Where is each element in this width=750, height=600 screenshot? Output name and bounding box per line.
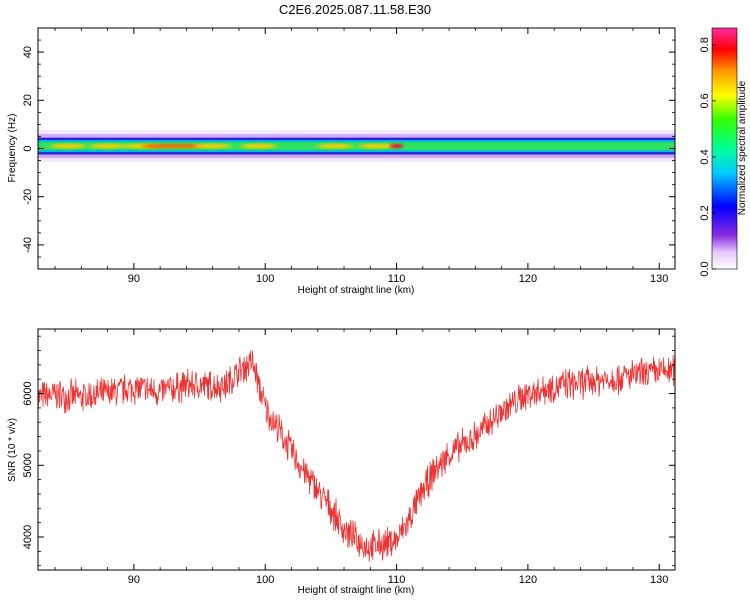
- y-tick-label: 40: [22, 46, 34, 58]
- y-tick-label: -20: [22, 189, 34, 205]
- x-tick-label: 110: [388, 273, 406, 285]
- colorbar-tick-label: 0.6: [699, 93, 711, 108]
- colorbar-tick-label: 0.8: [699, 37, 711, 52]
- spectral-hotspot: [240, 143, 278, 149]
- x-tick-label: 110: [388, 574, 406, 586]
- spectral-hotspot: [194, 143, 232, 149]
- x-tick-label: 100: [256, 273, 274, 285]
- colorbar-gradient: [711, 27, 738, 270]
- colorbar: 0.0 0.2 0.4 0.6 0.8 Normalized spectral ampl…: [699, 27, 748, 277]
- x-tick-label: 100: [256, 574, 274, 586]
- spectral-hotspot: [141, 143, 179, 149]
- spectral-band: [38, 130, 675, 162]
- spectral-hotspot: [358, 143, 396, 149]
- x-tick-label: 90: [128, 273, 140, 285]
- y-tick-label: 20: [22, 94, 34, 106]
- spectral-hotspot: [316, 143, 354, 149]
- colorbar-label: Normalized spectral amplitude: [737, 80, 748, 215]
- x-tick-label: 120: [519, 574, 537, 586]
- y-tick-label: 6000: [22, 381, 34, 405]
- x-tick-label: 130: [650, 273, 668, 285]
- colorbar-tick-label: 0.0: [699, 261, 711, 276]
- spectral-hotspot: [389, 143, 404, 149]
- spectral-hotspot: [89, 143, 126, 149]
- x-tick-label: 130: [650, 574, 668, 586]
- snr-series-line: [38, 350, 675, 562]
- page-title: C2E6.2025.087.11.58.E30: [278, 2, 432, 17]
- y-tick-label: -40: [22, 237, 34, 253]
- colorbar-tick-label: 0.2: [699, 205, 711, 220]
- colorbar-tick-label: 0.4: [699, 149, 711, 164]
- snr-y-axis-label: SNR (10 * v/v): [7, 418, 18, 482]
- band-core: [38, 142, 675, 150]
- x-tick-label: 90: [128, 574, 140, 586]
- x-tick-label: 120: [519, 273, 537, 285]
- snr-frame: [37, 328, 676, 571]
- snr-x-axis-label: Height of straight line (km): [298, 585, 415, 596]
- spectrogram-x-axis-label: Height of straight line (km): [298, 285, 415, 296]
- spectral-hotspot: [49, 143, 87, 149]
- y-tick-label: 0: [22, 145, 34, 151]
- y-tick-label: 4000: [22, 525, 34, 549]
- spectral-hotspot: [168, 143, 205, 149]
- y-tick-label: 5000: [22, 453, 34, 477]
- spectrogram-panel: 90 100 110 120 130 -40 -20 0 20 40 Height of stra…: [7, 27, 676, 296]
- spectrogram-y-axis-label: Frequency (Hz): [7, 114, 18, 183]
- snr-panel: 90 100 110 120 130 4000 5000 6000 Height of str…: [7, 328, 676, 596]
